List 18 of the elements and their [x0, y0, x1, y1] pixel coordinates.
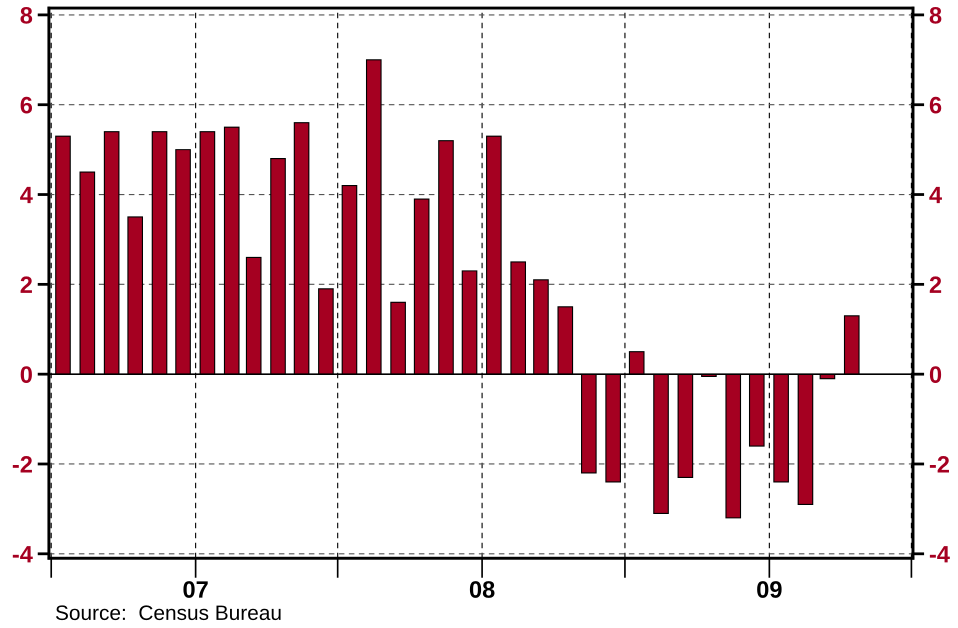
source-note: Source: Census Bureau [56, 605, 281, 620]
y-tick-label: 0 [20, 366, 32, 383]
x-tick-label: 09 [757, 581, 782, 598]
y-tick-label: 8 [20, 6, 32, 24]
y2-tick-label: 8 [930, 6, 942, 24]
y-tick-label: -4 [12, 546, 33, 562]
x-tick-label: 07 [183, 581, 208, 598]
y2-tick-label: -2 [930, 456, 949, 473]
y-tick-label: -2 [12, 456, 32, 473]
y-tick-label: 4 [20, 186, 33, 204]
y-tick-label: 2 [20, 276, 32, 293]
y2-tick-label: 2 [930, 276, 942, 293]
y-tick-label: 6 [20, 96, 32, 114]
y2-tick-label: 0 [930, 366, 942, 383]
y2-tick-label: 4 [929, 186, 942, 204]
y2-tick-label: -4 [930, 546, 950, 562]
y2-tick-label: 6 [930, 96, 942, 114]
x-tick-label: 08 [470, 581, 494, 598]
